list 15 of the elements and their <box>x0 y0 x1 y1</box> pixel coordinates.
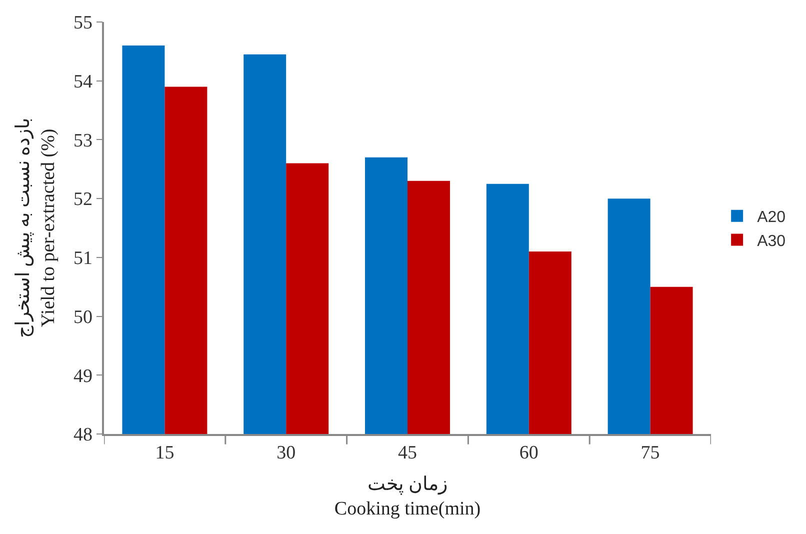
x-tick-label: 30 <box>276 442 296 464</box>
legend-label: A30 <box>757 232 786 250</box>
y-tick-label: 53 <box>73 130 92 152</box>
y-tick-label: 55 <box>73 12 92 34</box>
y-tick-label: 50 <box>73 306 92 328</box>
legend-label: A20 <box>757 209 786 226</box>
x-tick-label: 60 <box>519 442 538 464</box>
y-tick-label: 49 <box>73 366 92 387</box>
x-tick-label: 75 <box>640 442 660 464</box>
y-tick-label: 48 <box>73 424 92 446</box>
x-tick-label: 15 <box>155 442 174 464</box>
x-tick-label: 45 <box>398 442 417 464</box>
y-tick-label: 51 <box>73 248 92 270</box>
y-tick-label: 54 <box>73 72 93 93</box>
y-tick-label: 52 <box>73 189 92 210</box>
